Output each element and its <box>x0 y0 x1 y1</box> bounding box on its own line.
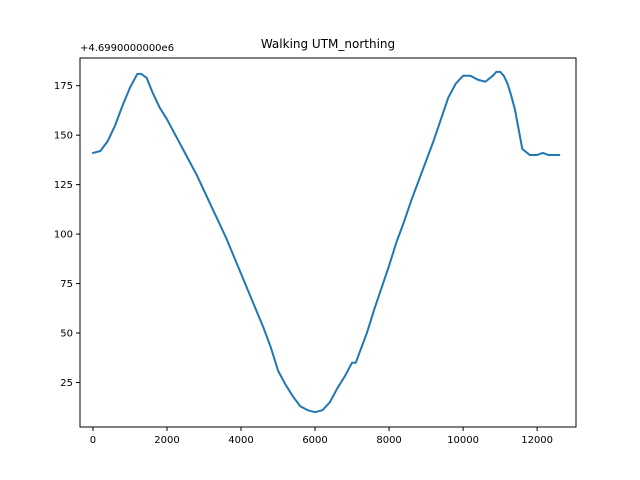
y-tick-label: 50 <box>60 329 73 340</box>
y-tick-label: 175 <box>54 81 73 92</box>
y-tick-label: 150 <box>54 131 73 142</box>
y-tick-label: 25 <box>60 378 73 389</box>
x-tick-label: 12000 <box>521 435 553 446</box>
x-tick-label: 2000 <box>154 435 179 446</box>
x-tick-label: 8000 <box>376 435 401 446</box>
data-series-line <box>91 70 561 414</box>
y-axis-offset-text: +4.6990000000e6 <box>80 43 174 54</box>
y-tick-label: 125 <box>54 180 73 191</box>
y-tick-label: 100 <box>54 230 73 241</box>
axes-frame <box>79 57 577 428</box>
x-tick-label: 6000 <box>302 435 327 446</box>
y-tick-label: 75 <box>60 279 73 290</box>
x-tick-label: 4000 <box>228 435 253 446</box>
chart-title: Walking UTM_northing <box>261 37 395 51</box>
plot-area: 0 2000 4000 6000 8000 10000 12000 25 50 75 100 125 1… <box>54 70 561 446</box>
x-tick-label: 10000 <box>447 435 479 446</box>
x-tick-label: 0 <box>90 435 96 446</box>
